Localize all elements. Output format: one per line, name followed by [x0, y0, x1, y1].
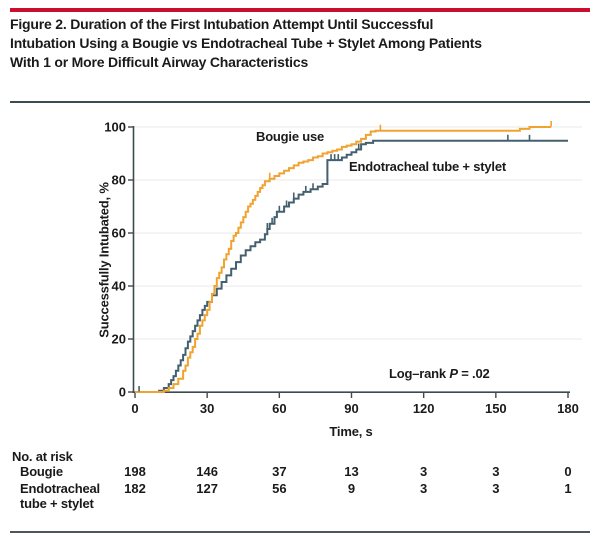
figure-title: Figure 2. Duration of the First Intubati…	[10, 15, 590, 72]
svg-text:80: 80	[112, 173, 126, 188]
figure-title-line1: Figure 2. Duration of the First Intubati…	[10, 16, 434, 32]
y-tick-labels: 0 20 40 60 80 100	[104, 120, 126, 400]
risk-count: 182	[124, 481, 146, 496]
svg-text:90: 90	[344, 401, 358, 416]
risk-count: 3	[492, 481, 500, 496]
risk-count: 3	[420, 481, 428, 496]
svg-text:40: 40	[112, 279, 126, 294]
svg-text:120: 120	[413, 401, 435, 416]
risk-count: 56	[272, 481, 287, 496]
figure-title-line2: Intubation Using a Bougie vs Endotrachea…	[10, 35, 482, 51]
x-tick-labels: 0 30 60 90 120 150 180	[131, 401, 578, 416]
risk-row-label-ett-line1: Endotracheal	[20, 481, 100, 496]
risk-count: 127	[196, 481, 219, 496]
risk-count: 9	[347, 481, 356, 496]
survival-curves	[135, 126, 568, 393]
risk-row-label-bougie: Bougie	[20, 464, 63, 479]
logrank-value: = .02	[457, 366, 490, 381]
risk-table-title: No. at risk	[12, 449, 73, 464]
svg-text:180: 180	[557, 401, 579, 416]
risk-count: 1	[564, 481, 572, 496]
svg-text:0: 0	[131, 401, 138, 416]
accent-bar	[10, 8, 590, 12]
svg-text:100: 100	[104, 120, 126, 135]
x-axis-title: Time, s	[329, 424, 373, 439]
censor-tick-marks	[138, 121, 552, 392]
svg-text:20: 20	[112, 332, 126, 347]
risk-row-label-ett-line2: tube + stylet	[20, 496, 94, 511]
risk-count: 146	[196, 464, 219, 479]
svg-text:60: 60	[272, 401, 286, 416]
risk-count: 37	[272, 464, 287, 479]
legend-label-ett-stylet: Endotracheal tube + stylet	[349, 159, 506, 174]
logrank-annotation: Log–rank P = .02	[389, 366, 490, 381]
risk-count: 198	[124, 464, 146, 479]
risk-count: 13	[344, 464, 359, 479]
figure-title-line3: With 1 or More Difficult Airway Characte…	[10, 54, 309, 70]
bottom-divider	[10, 531, 590, 533]
title-divider	[10, 101, 590, 103]
logrank-p-symbol: P	[449, 366, 458, 381]
svg-text:30: 30	[200, 401, 214, 416]
gridlines	[133, 126, 582, 340]
logrank-prefix: Log–rank	[389, 366, 450, 381]
axes	[128, 126, 570, 398]
risk-count: 3	[492, 464, 500, 479]
svg-text:60: 60	[112, 226, 126, 241]
risk-count: 0	[564, 464, 572, 479]
legend-label-bougie: Bougie use	[256, 129, 325, 144]
risk-count: 3	[420, 464, 428, 479]
svg-text:150: 150	[485, 401, 507, 416]
svg-text:0: 0	[119, 385, 126, 400]
y-axis-title: Successfully Intubated, %	[96, 182, 112, 338]
